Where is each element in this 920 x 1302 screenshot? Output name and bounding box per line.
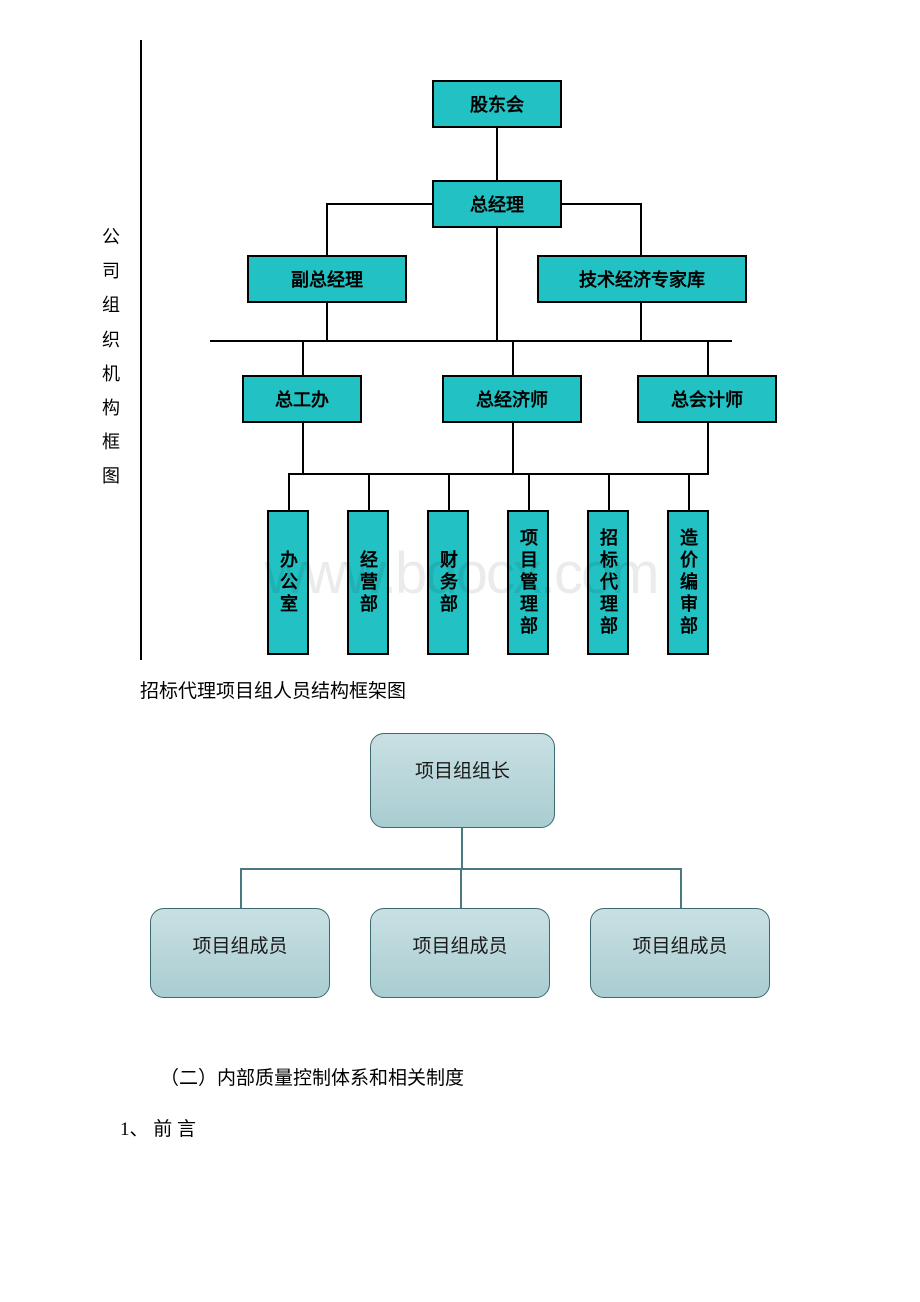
dept-bid-agency: 招标代理部 — [587, 510, 629, 655]
connector — [326, 203, 328, 255]
connector — [240, 868, 242, 908]
connector — [461, 828, 463, 868]
node-chief-engineer-office: 总工办 — [242, 375, 362, 423]
dept-business: 经营部 — [347, 510, 389, 655]
connector — [640, 303, 642, 340]
dept-project-mgmt: 项目管理部 — [507, 510, 549, 655]
connector — [460, 868, 462, 908]
connector — [212, 340, 732, 342]
connector — [707, 340, 709, 375]
connector — [688, 473, 690, 510]
connector — [326, 303, 328, 340]
node-chief-accountant: 总会计师 — [637, 375, 777, 423]
page: 公司组织机构框图 股东会 总经理 副总经理 技术经济专家库 总工办 总经济师 总… — [0, 0, 920, 1221]
node-experts: 技术经济专家库 — [537, 255, 747, 303]
heading-section-2: （二）内部质量控制体系和相关制度 — [160, 1063, 920, 1090]
node-team-leader: 项目组组长 — [370, 733, 555, 828]
dept-office: 办公室 — [267, 510, 309, 655]
dept-finance: 财务部 — [427, 510, 469, 655]
node-team-member-2: 项目组成员 — [370, 908, 550, 998]
connector — [528, 473, 530, 510]
connector — [707, 423, 709, 473]
project-team-chart: 项目组组长 项目组成员 项目组成员 项目组成员 — [140, 733, 780, 1023]
caption-chart2: 招标代理项目组人员结构框架图 — [140, 676, 920, 703]
node-general-manager: 总经理 — [432, 180, 562, 228]
dept-label: 经营部 — [355, 550, 381, 616]
node-deputy-gm: 副总经理 — [247, 255, 407, 303]
org-chart: 公司组织机构框图 股东会 总经理 副总经理 技术经济专家库 总工办 总经济师 总… — [140, 40, 780, 660]
connector — [608, 473, 610, 510]
dept-label: 财务部 — [435, 550, 461, 616]
connector — [640, 203, 642, 255]
connector — [326, 203, 432, 205]
dept-cost-review: 造价编审部 — [667, 510, 709, 655]
dept-label: 招标代理部 — [595, 528, 621, 638]
node-team-member-3: 项目组成员 — [590, 908, 770, 998]
connector — [680, 868, 682, 908]
node-shareholders: 股东会 — [432, 80, 562, 128]
connector — [432, 203, 434, 205]
node-chief-economist: 总经济师 — [442, 375, 582, 423]
connector — [288, 473, 290, 510]
connector — [210, 340, 212, 342]
connector — [512, 423, 514, 473]
connector — [496, 128, 498, 180]
connector — [448, 473, 450, 510]
node-team-member-1: 项目组成员 — [150, 908, 330, 998]
heading-section-3: 1、 前 言 — [120, 1114, 920, 1141]
connector — [288, 473, 709, 475]
connector — [562, 203, 642, 205]
dept-label: 办公室 — [275, 550, 301, 616]
dept-label: 项目管理部 — [515, 528, 541, 638]
connector — [302, 340, 304, 375]
connector — [368, 473, 370, 510]
connector — [512, 340, 514, 375]
chart1-vertical-label: 公司组织机构框图 — [102, 220, 122, 494]
dept-label: 造价编审部 — [675, 528, 701, 638]
connector — [496, 228, 498, 340]
connector — [302, 423, 304, 473]
